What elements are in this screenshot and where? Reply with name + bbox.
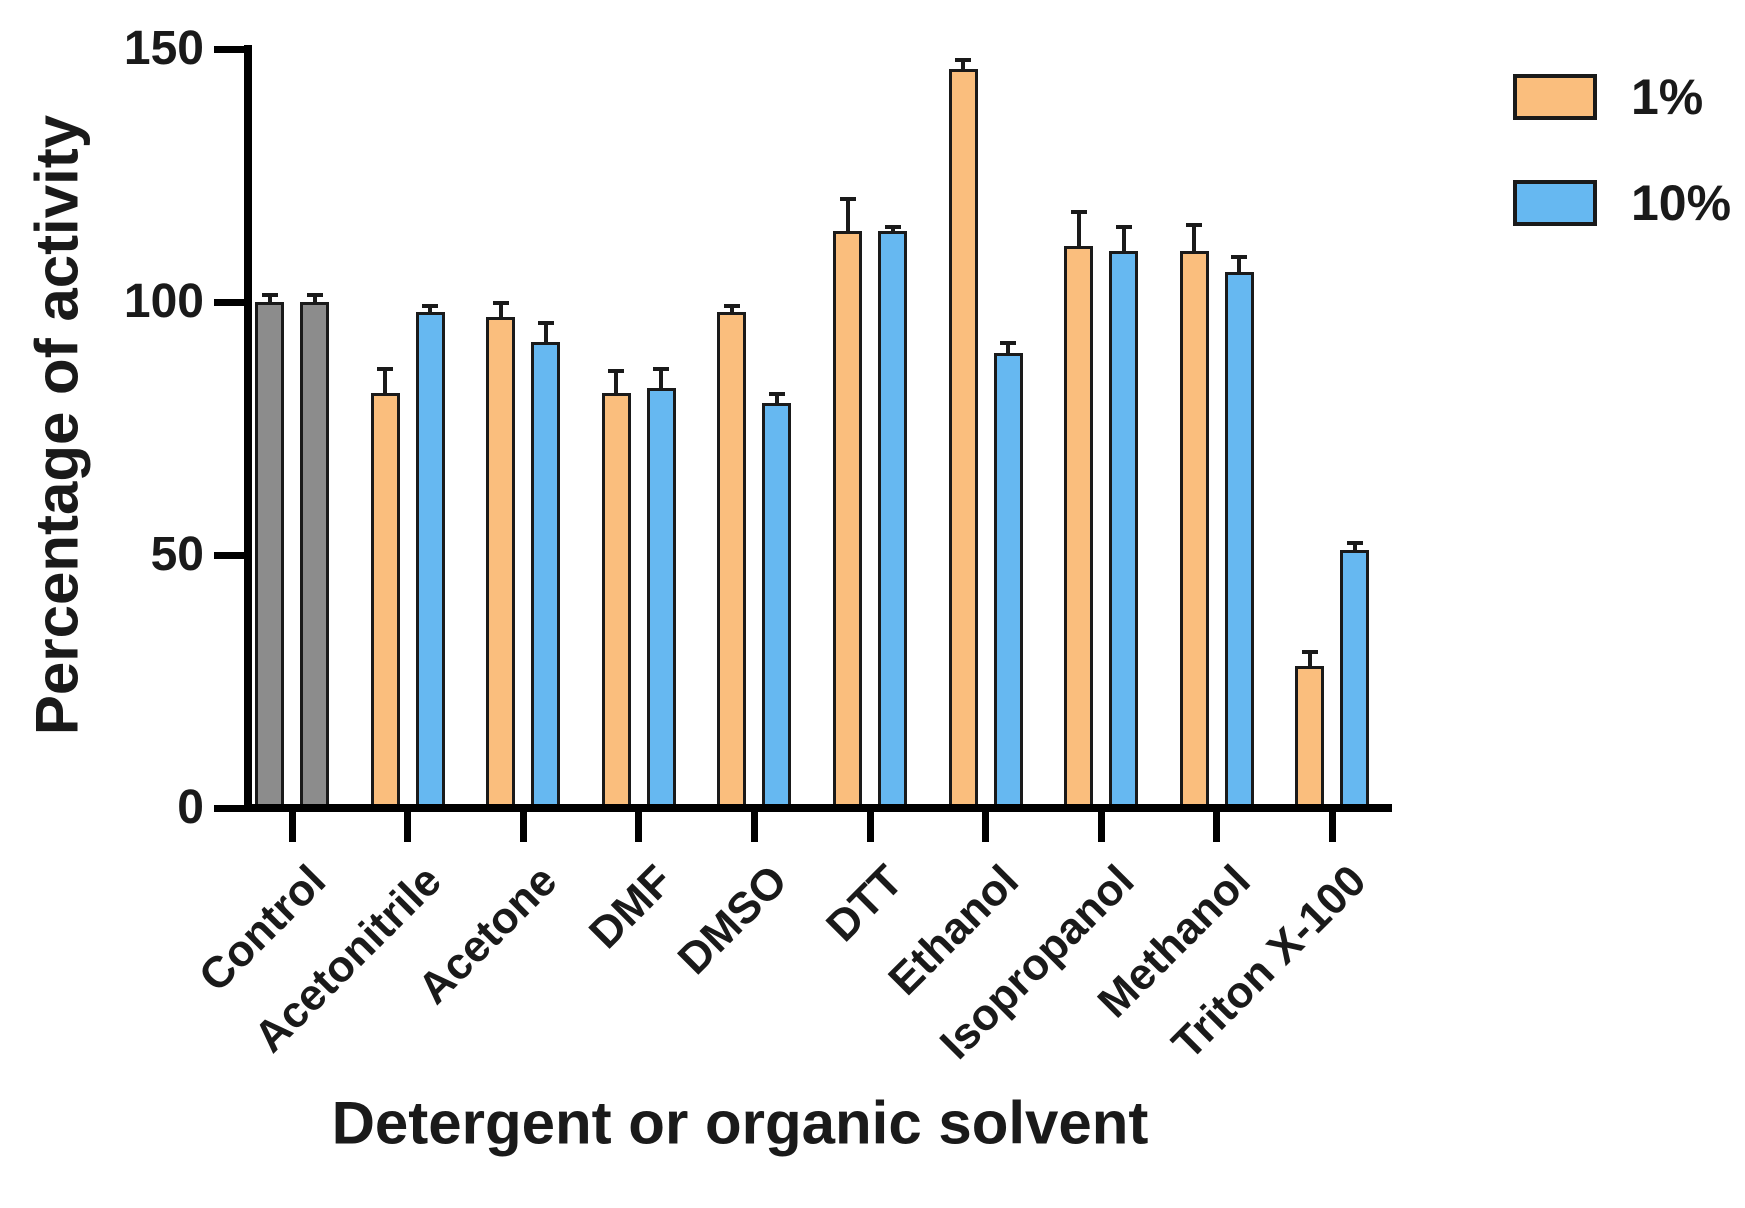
error-bar-dmf-1pct — [614, 370, 619, 400]
legend-swatch-1pct — [1513, 74, 1597, 120]
x-tick-dmf — [635, 812, 643, 842]
error-bar-dmso-1pct — [729, 304, 734, 319]
bar-dtt-10pct — [878, 231, 907, 808]
error-bar-dtt-1pct — [845, 198, 850, 238]
bar-dmso-10pct — [762, 403, 792, 808]
bar-triton-x-100-10pct — [1340, 549, 1370, 808]
y-tick-label-150: 150 — [123, 22, 204, 75]
error-bar-dmf-10pct — [659, 367, 664, 394]
bar-control-1pct — [255, 302, 284, 808]
error-cap-acetone-1pct — [492, 301, 509, 305]
error-cap-dmso-10pct — [768, 392, 785, 397]
bar-dmf-10pct — [646, 388, 676, 808]
y-axis-line — [244, 45, 252, 812]
error-bar-control-1pct — [267, 294, 272, 308]
error-cap-triton-x-100-10pct — [1346, 541, 1363, 546]
x-tick-acetonitrile — [404, 812, 412, 842]
error-bar-isopropanol-10pct — [1121, 226, 1126, 258]
bar-dmf-1pct — [601, 393, 631, 808]
y-tick-label-0: 0 — [177, 781, 204, 834]
error-bar-methanol-10pct — [1237, 256, 1242, 278]
x-label-dmso: DMSO — [669, 856, 798, 984]
error-bar-triton-x-100-1pct — [1307, 651, 1312, 673]
bar-dmso-1pct — [717, 312, 747, 808]
error-cap-control-1pct — [261, 293, 278, 298]
y-tick-label-100: 100 — [123, 275, 204, 328]
error-cap-control-10pct — [306, 293, 323, 298]
legend-label-10pct: 10% — [1631, 175, 1732, 231]
bar-acetone-1pct — [486, 317, 516, 808]
x-axis-line — [244, 804, 1392, 812]
x-label-dtt: DTT — [817, 856, 913, 952]
bar-methanol-10pct — [1224, 271, 1254, 808]
bar-ethanol-1pct — [948, 69, 978, 808]
y-tick-0 — [214, 804, 246, 812]
error-bar-acetone-1pct — [498, 302, 503, 324]
error-cap-dtt-10pct — [884, 225, 901, 230]
error-bar-triton-x-100-10pct — [1352, 542, 1357, 556]
bar-acetonitrile-1pct — [370, 393, 400, 808]
bar-isopropanol-1pct — [1064, 246, 1094, 808]
error-cap-acetonitrile-10pct — [422, 303, 439, 308]
x-tick-control — [288, 812, 296, 842]
x-tick-methanol — [1213, 812, 1221, 842]
error-cap-ethanol-1pct — [955, 58, 972, 63]
bar-acetonitrile-10pct — [415, 312, 445, 808]
error-cap-ethanol-10pct — [1000, 341, 1017, 346]
error-cap-isopropanol-10pct — [1115, 225, 1132, 230]
x-tick-ethanol — [982, 812, 990, 842]
bar-acetone-10pct — [531, 342, 561, 808]
error-bar-isopropanol-1pct — [1076, 210, 1081, 253]
legend: 1% 10% — [1513, 70, 1731, 230]
error-bar-acetonitrile-1pct — [383, 367, 388, 400]
error-bar-ethanol-10pct — [1006, 342, 1011, 359]
bar-methanol-1pct — [1179, 251, 1209, 808]
error-bar-dmso-10pct — [774, 393, 779, 410]
legend-item-10pct: 10% — [1513, 176, 1731, 230]
error-cap-dtt-1pct — [839, 197, 856, 202]
error-bar-acetonitrile-10pct — [428, 304, 433, 319]
x-label-dmf: DMF — [579, 856, 682, 959]
x-tick-dtt — [866, 812, 874, 842]
legend-label-1pct: 1% — [1631, 69, 1704, 125]
error-cap-methanol-10pct — [1231, 255, 1248, 260]
x-tick-dmso — [750, 812, 758, 842]
y-tick-100 — [214, 298, 246, 306]
y-tick-label-50: 50 — [150, 528, 204, 581]
error-cap-isopropanol-1pct — [1070, 209, 1087, 214]
error-cap-dmso-1pct — [723, 303, 740, 308]
bar-isopropanol-10pct — [1109, 251, 1139, 808]
error-cap-dmf-1pct — [608, 369, 625, 374]
y-tick-150 — [214, 45, 246, 53]
x-tick-isopropanol — [1097, 812, 1105, 842]
error-cap-dmf-10pct — [653, 366, 670, 371]
x-axis-title: Detergent or organic solvent — [331, 1089, 1149, 1157]
error-cap-acetonitrile-1pct — [377, 366, 394, 371]
x-tick-acetone — [519, 812, 527, 842]
error-cap-methanol-1pct — [1186, 222, 1203, 227]
bar-triton-x-100-1pct — [1295, 666, 1325, 808]
legend-swatch-10pct — [1513, 180, 1597, 226]
bar-control-10pct — [300, 302, 329, 808]
error-cap-triton-x-100-1pct — [1301, 650, 1318, 655]
legend-item-1pct: 1% — [1513, 70, 1731, 124]
error-bar-ethanol-1pct — [961, 59, 966, 76]
bar-dtt-1pct — [833, 231, 862, 808]
bar-ethanol-10pct — [993, 352, 1023, 808]
error-cap-acetone-10pct — [537, 321, 554, 326]
error-bar-acetone-10pct — [543, 322, 548, 349]
x-tick-triton-x-100 — [1328, 812, 1336, 842]
error-bar-control-10pct — [312, 294, 317, 308]
y-tick-50 — [214, 551, 246, 559]
error-bar-methanol-1pct — [1192, 223, 1197, 258]
